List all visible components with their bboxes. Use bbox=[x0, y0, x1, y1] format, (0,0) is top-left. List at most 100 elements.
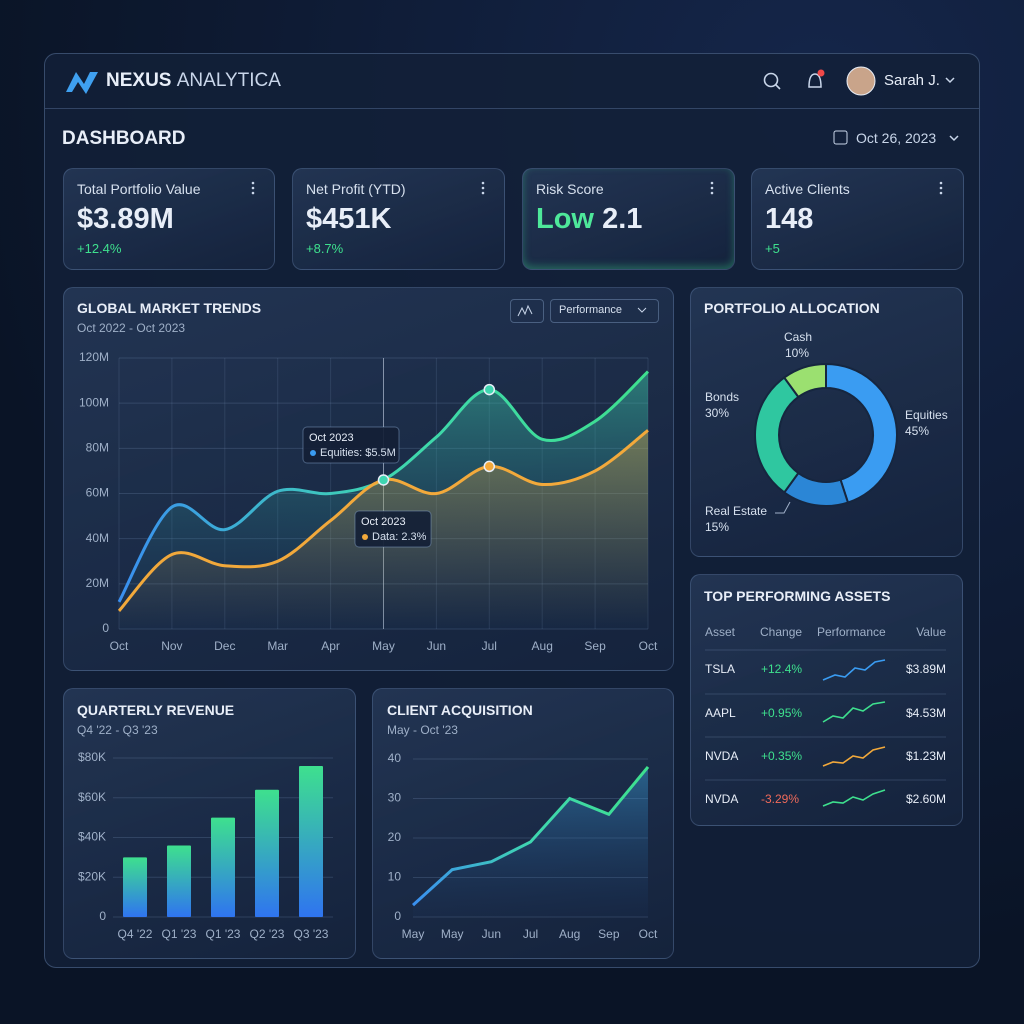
chevron bbox=[637, 307, 647, 313]
slice-label: Cash bbox=[784, 330, 812, 344]
x-tick-label: Jul bbox=[482, 639, 497, 653]
x-tick-label: May bbox=[441, 927, 464, 941]
kpi-card bbox=[292, 168, 505, 270]
search-icon[interactable] bbox=[763, 72, 779, 88]
brand: NEXUS ANALYTICA bbox=[106, 70, 281, 92]
calendar-icon bbox=[833, 130, 848, 145]
marker bbox=[377, 474, 390, 486]
y-tick-label: 120M bbox=[79, 350, 109, 364]
y-tick-label: 80M bbox=[86, 441, 109, 455]
column-header: Change bbox=[760, 625, 802, 639]
y-tick-label: 60M bbox=[86, 486, 109, 500]
marker bbox=[483, 383, 496, 396]
menu-dots[interactable] bbox=[251, 181, 943, 195]
bar bbox=[167, 845, 191, 917]
tooltip bbox=[302, 426, 400, 464]
tooltip-title: Oct 2023 bbox=[309, 432, 354, 444]
header-divider bbox=[45, 108, 979, 109]
y-tick-label: $20K bbox=[78, 869, 106, 883]
slice-label: Real Estate bbox=[705, 504, 767, 518]
asset-value: $1.23M bbox=[906, 749, 946, 763]
kpi-change: +12.4% bbox=[77, 241, 122, 256]
kpi-value: $3.89M bbox=[77, 203, 174, 235]
page-title: DASHBOARD bbox=[62, 128, 186, 149]
x-tick-label: Q1 '23 bbox=[206, 927, 241, 941]
y-tick-label: $40K bbox=[78, 830, 106, 844]
user-name[interactable]: Sarah J. bbox=[884, 72, 940, 89]
kpi-label: Net Profit (YTD) bbox=[306, 181, 406, 197]
chart-title: CLIENT ACQUISITION bbox=[387, 702, 533, 718]
column-header: Performance bbox=[817, 625, 886, 639]
x-tick-label: Oct bbox=[110, 639, 129, 653]
kpi-value: $451K bbox=[306, 203, 392, 235]
allocation-card bbox=[690, 287, 963, 557]
chart-title: GLOBAL MARKET TRENDS bbox=[77, 300, 262, 316]
logo bbox=[66, 72, 98, 94]
donut-segment bbox=[754, 376, 800, 494]
kpi-card bbox=[751, 168, 964, 270]
slice-label: Equities bbox=[905, 408, 948, 422]
slice-value: 45% bbox=[905, 424, 929, 438]
asset-value: $3.89M bbox=[906, 662, 946, 676]
bell-icon[interactable] bbox=[808, 73, 822, 88]
asset-name: NVDA bbox=[705, 792, 738, 806]
marker bbox=[483, 460, 496, 473]
brand-bold: NEXUS bbox=[106, 70, 172, 91]
brand-light: ANALYTICA bbox=[176, 70, 281, 91]
chevron bbox=[949, 135, 959, 142]
date-picker[interactable]: Oct 26, 2023 bbox=[856, 130, 937, 146]
kpi-card bbox=[63, 168, 275, 270]
chart-subtitle: May - Oct '23 bbox=[387, 723, 458, 737]
donut-segment bbox=[782, 362, 827, 399]
assets-card bbox=[690, 574, 963, 826]
dropdown[interactable] bbox=[550, 299, 659, 323]
slice-label: Bonds bbox=[705, 390, 739, 404]
search-icon-handle bbox=[775, 84, 781, 90]
kpi-card bbox=[522, 168, 735, 270]
y-tick-label: 40M bbox=[86, 531, 109, 545]
x-tick-label: Q2 '23 bbox=[250, 927, 285, 941]
slice-value: 15% bbox=[705, 520, 729, 534]
donut-segment bbox=[825, 362, 898, 504]
y-tick-label: 0 bbox=[102, 621, 109, 635]
kpi-change: +5 bbox=[765, 241, 780, 256]
kpi-label: Total Portfolio Value bbox=[77, 181, 201, 197]
chart-title: PORTFOLIO ALLOCATION bbox=[704, 300, 880, 316]
x-tick-label: Q3 '23 bbox=[294, 927, 329, 941]
x-tick-label: Aug bbox=[532, 639, 553, 653]
y-tick-label: $80K bbox=[78, 750, 106, 764]
slice-value: 10% bbox=[785, 346, 809, 360]
x-tick-label: Sep bbox=[584, 639, 606, 653]
chart-type-button[interactable] bbox=[510, 299, 544, 323]
leader-line bbox=[775, 501, 791, 514]
x-tick-label: Jun bbox=[482, 927, 501, 941]
sparkline bbox=[822, 789, 886, 807]
kpi-value: 148 bbox=[765, 203, 814, 235]
sparkline bbox=[822, 746, 886, 767]
x-tick-label: Oct bbox=[639, 927, 658, 941]
avatar[interactable] bbox=[846, 66, 876, 96]
notification-dot bbox=[817, 69, 825, 77]
asset-value: $2.60M bbox=[906, 792, 946, 806]
y-tick-label: $60K bbox=[78, 790, 106, 804]
bar bbox=[299, 765, 323, 917]
table-title: TOP PERFORMING ASSETS bbox=[704, 588, 891, 604]
x-tick-label: Q1 '23 bbox=[162, 927, 197, 941]
y-tick-label: 0 bbox=[99, 909, 106, 923]
y-tick-label: 40 bbox=[388, 751, 402, 765]
y-tick-label: 20 bbox=[388, 830, 402, 844]
chart-title: QUARTERLY REVENUE bbox=[77, 702, 235, 718]
asset-name: AAPL bbox=[705, 706, 736, 720]
kpi-change: +8.7% bbox=[306, 241, 344, 256]
chevron bbox=[945, 77, 955, 84]
tooltip-text: Equities: $5.5M bbox=[320, 447, 396, 459]
asset-name: TSLA bbox=[705, 662, 735, 676]
asset-change: +12.4% bbox=[761, 662, 802, 676]
y-tick-label: 30 bbox=[388, 791, 402, 805]
risk-level: Low bbox=[536, 203, 594, 235]
x-tick-label: Aug bbox=[559, 927, 580, 941]
dropdown-label: Performance bbox=[559, 304, 622, 316]
tooltip-title: Oct 2023 bbox=[361, 516, 406, 528]
